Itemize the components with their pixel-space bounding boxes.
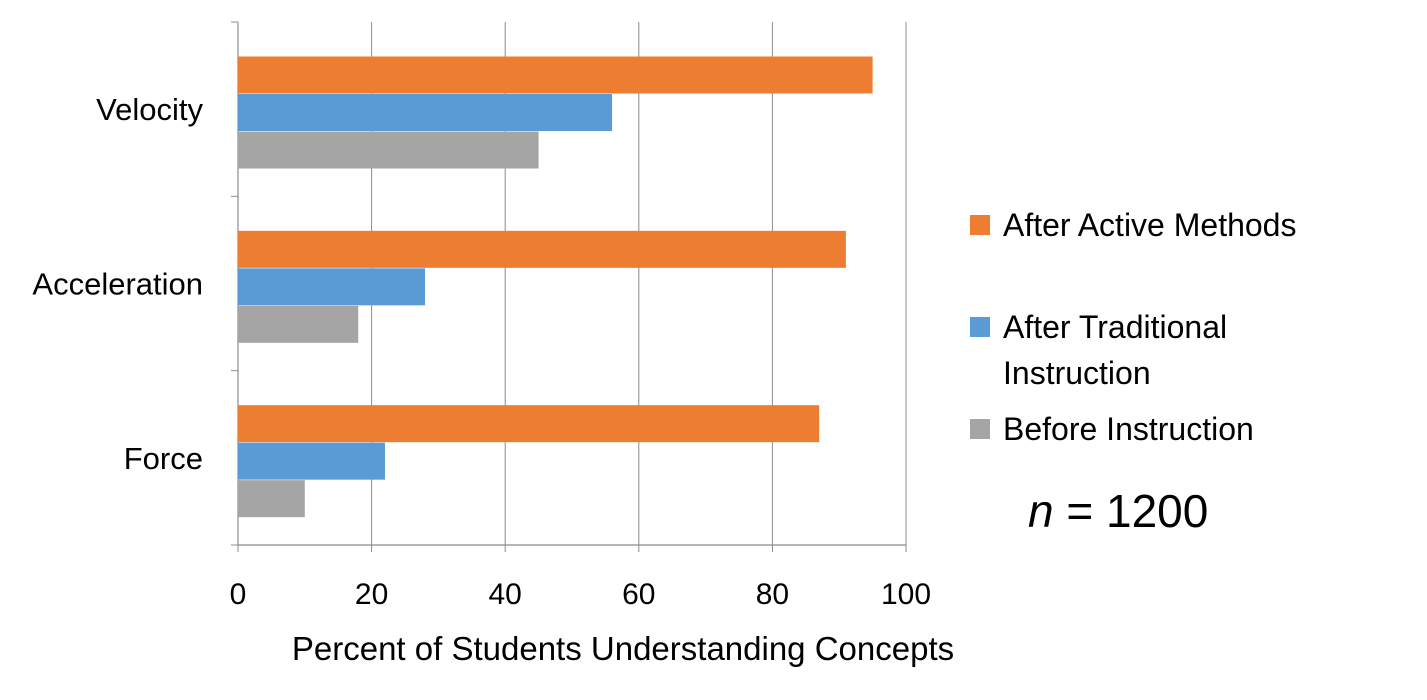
sample-size-variable: n — [1028, 485, 1054, 537]
legend-swatch-before-instruction — [970, 419, 990, 439]
x-axis-title: Percent of Students Understanding Concep… — [292, 630, 954, 667]
x-tick-label-20: 20 — [355, 578, 388, 611]
legend-swatch-after-active-methods — [970, 215, 990, 235]
legend-item-before-instruction: Before Instruction — [970, 406, 1363, 452]
sample-size-note: n = 1200 — [1028, 484, 1208, 538]
legend-label-before-instruction: Before Instruction — [1003, 411, 1254, 447]
x-tick-label-100: 100 — [881, 578, 931, 611]
bar-force-before-instruction — [238, 480, 305, 518]
y-tick-label-velocity: Velocity — [96, 92, 203, 127]
bar-velocity-after-traditional-instruction — [238, 94, 613, 131]
bar-force-after-traditional-instruction — [238, 442, 385, 480]
y-tick-label-force: Force — [124, 441, 203, 476]
bar-acceleration-after-active-methods — [238, 230, 846, 268]
x-tick-label-40: 40 — [489, 578, 522, 611]
legend-swatch-after-traditional-instruction — [970, 317, 990, 337]
x-tick-label-0: 0 — [230, 578, 247, 611]
legend-item-after-active-methods: After Active Methods — [970, 202, 1363, 248]
y-tick-label-acceleration: Acceleration — [32, 267, 203, 302]
legend-label-after-traditional-instruction: After Traditional Instruction — [1003, 309, 1228, 391]
x-tick-label-80: 80 — [756, 578, 789, 611]
bar-acceleration-before-instruction — [238, 305, 359, 343]
bar-velocity-after-active-methods — [238, 56, 873, 94]
x-tick-label-60: 60 — [622, 578, 655, 611]
bars — [238, 56, 873, 518]
bar-force-after-active-methods — [238, 405, 820, 443]
bar-velocity-before-instruction — [238, 131, 539, 169]
sample-size-value: = 1200 — [1053, 485, 1209, 537]
legend-item-after-traditional-instruction: After Traditional Instruction — [970, 304, 1273, 396]
legend-label-after-active-methods: After Active Methods — [1003, 207, 1297, 243]
bar-acceleration-after-traditional-instruction — [238, 268, 426, 306]
axis-labels: 0 20 40 60 80 100 Velocity Acceleration Force Per… — [32, 92, 954, 667]
